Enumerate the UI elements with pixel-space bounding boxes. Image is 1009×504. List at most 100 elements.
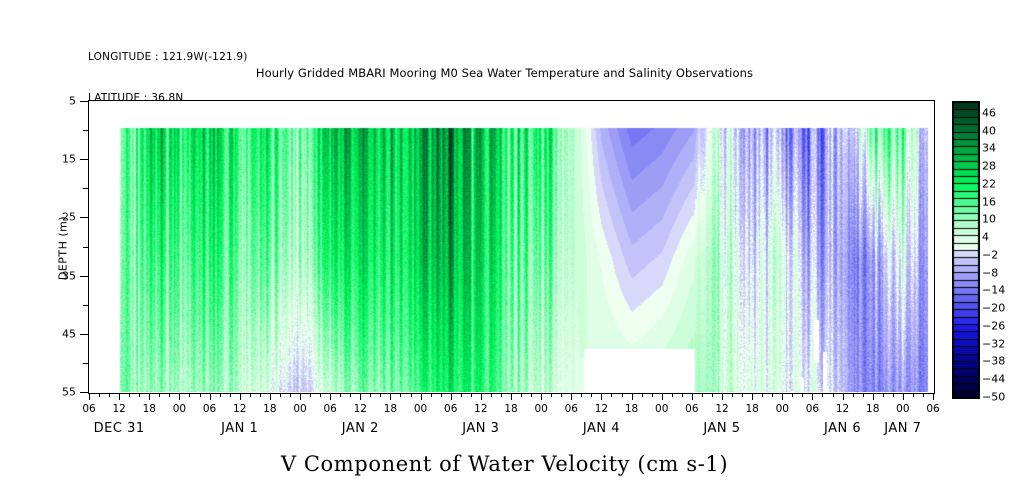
x-tick-major (812, 393, 814, 400)
x-day-label: DEC 31 (93, 421, 145, 436)
x-tick-minor (742, 393, 744, 397)
x-tick-major (360, 393, 362, 400)
x-tick-minor (320, 393, 322, 397)
x-tick-minor (199, 393, 201, 397)
chart-title: Hourly Gridded MBARI Mooring M0 Sea Wate… (255, 66, 754, 80)
colorbar-tick-label: 22 (982, 177, 996, 191)
x-tick-minor (410, 393, 412, 397)
x-tick-label: 06 (323, 403, 337, 415)
x-tick-minor (129, 393, 131, 397)
colorbar-tick-label: −2 (982, 248, 999, 262)
x-tick-label: 12 (715, 403, 729, 415)
x-tick-label: 18 (504, 403, 518, 415)
x-tick-major (541, 393, 543, 400)
x-tick-minor (862, 393, 864, 397)
x-tick-label: 12 (233, 403, 247, 415)
x-tick-major (89, 393, 90, 400)
x-tick-label: 18 (263, 403, 277, 415)
x-tick-label: 12 (112, 403, 126, 415)
x-tick-label: 06 (444, 403, 458, 415)
x-tick-label: 06 (926, 403, 940, 415)
x-tick-label: 18 (745, 403, 759, 415)
x-tick-label: 12 (594, 403, 609, 415)
x-tick-minor (762, 393, 764, 397)
x-tick-label: 06 (805, 403, 820, 415)
x-day-label: JAN 2 (341, 421, 379, 436)
x-tick-major (450, 393, 452, 400)
x-tick-major (330, 393, 332, 400)
x-tick-minor (370, 393, 372, 397)
x-tick-minor (641, 393, 643, 397)
x-tick-minor (772, 393, 774, 397)
x-tick-major (691, 393, 693, 400)
x-tick-minor (219, 393, 221, 397)
y-tick-major (80, 159, 89, 161)
y-tick-major (80, 101, 89, 102)
colorbar-tick-label: −8 (982, 266, 999, 280)
x-tick-major (511, 393, 512, 400)
x-tick-major (933, 393, 934, 400)
x-tick-minor (109, 393, 111, 397)
x-tick-major (269, 393, 271, 400)
colorbar-tick-label: −38 (982, 354, 1006, 368)
x-tick-minor (470, 393, 472, 397)
x-tick-major (149, 393, 151, 400)
x-tick-minor (852, 393, 854, 397)
x-tick-minor (822, 393, 824, 397)
x-tick-major (390, 393, 392, 400)
x-tick-minor (139, 393, 141, 397)
x-tick-minor (671, 393, 673, 397)
x-tick-minor (832, 393, 834, 397)
colorbar-tick-label: 46 (982, 106, 996, 120)
plot-area: DEPTH (m) 5 15 25 35 45 55 06 12 18 00 06 12 18 00 06… (57, 95, 940, 437)
x-tick-major (631, 393, 633, 400)
x-tick-minor (289, 393, 291, 397)
x-tick-major (480, 393, 482, 400)
y-tick-label: 5 (69, 94, 76, 108)
x-tick-label: 12 (474, 403, 488, 415)
x-tick-minor (531, 393, 533, 397)
x-tick-minor (882, 393, 884, 397)
colorbar-tick-label: −14 (982, 283, 1006, 297)
x-tick-major (119, 393, 121, 400)
x-tick-major (209, 393, 211, 400)
longitude-line: LONGITUDE : 121.9W(-121.9) (88, 51, 248, 63)
y-tick-major (80, 392, 89, 393)
x-tick-minor (651, 393, 653, 397)
x-tick-major (420, 393, 422, 400)
x-tick-minor (500, 393, 502, 397)
x-tick-label: 18 (142, 403, 156, 415)
x-tick-major (872, 393, 874, 400)
x-tick-minor (350, 393, 352, 397)
x-tick-minor (732, 393, 734, 397)
x-tick-minor (460, 393, 462, 397)
x-tick-major (300, 393, 301, 400)
x-tick-minor (400, 393, 402, 397)
x-tick-major (722, 393, 723, 400)
x-day-label: JAN 5 (703, 421, 741, 436)
x-tick-label: 18 (624, 403, 639, 415)
x-tick-label: 06 (564, 403, 578, 415)
y-tick-minor (83, 304, 89, 306)
x-tick-major (239, 393, 241, 400)
x-tick-minor (892, 393, 894, 397)
y-tick-label: 15 (62, 152, 76, 166)
x-tick-label: 12 (353, 403, 367, 415)
x-tick-minor (792, 393, 794, 397)
x-tick-minor (189, 393, 191, 397)
y-tick-label: 55 (62, 385, 76, 399)
x-tick-minor (621, 393, 623, 397)
x-tick-minor (922, 393, 924, 397)
x-tick-major (179, 393, 181, 400)
x-tick-minor (229, 393, 231, 397)
x-day-label: JAN 6 (823, 421, 862, 436)
x-tick-minor (310, 393, 312, 397)
x-tick-major (902, 393, 904, 400)
colorbar-tick-label: 10 (982, 212, 996, 226)
x-tick-minor (279, 393, 281, 397)
y-tick-major (80, 333, 89, 335)
heatmap-canvas (89, 101, 933, 392)
colorbar-tick-label: −32 (982, 337, 1006, 351)
x-tick-minor (340, 393, 342, 397)
x-tick-major (752, 393, 754, 400)
